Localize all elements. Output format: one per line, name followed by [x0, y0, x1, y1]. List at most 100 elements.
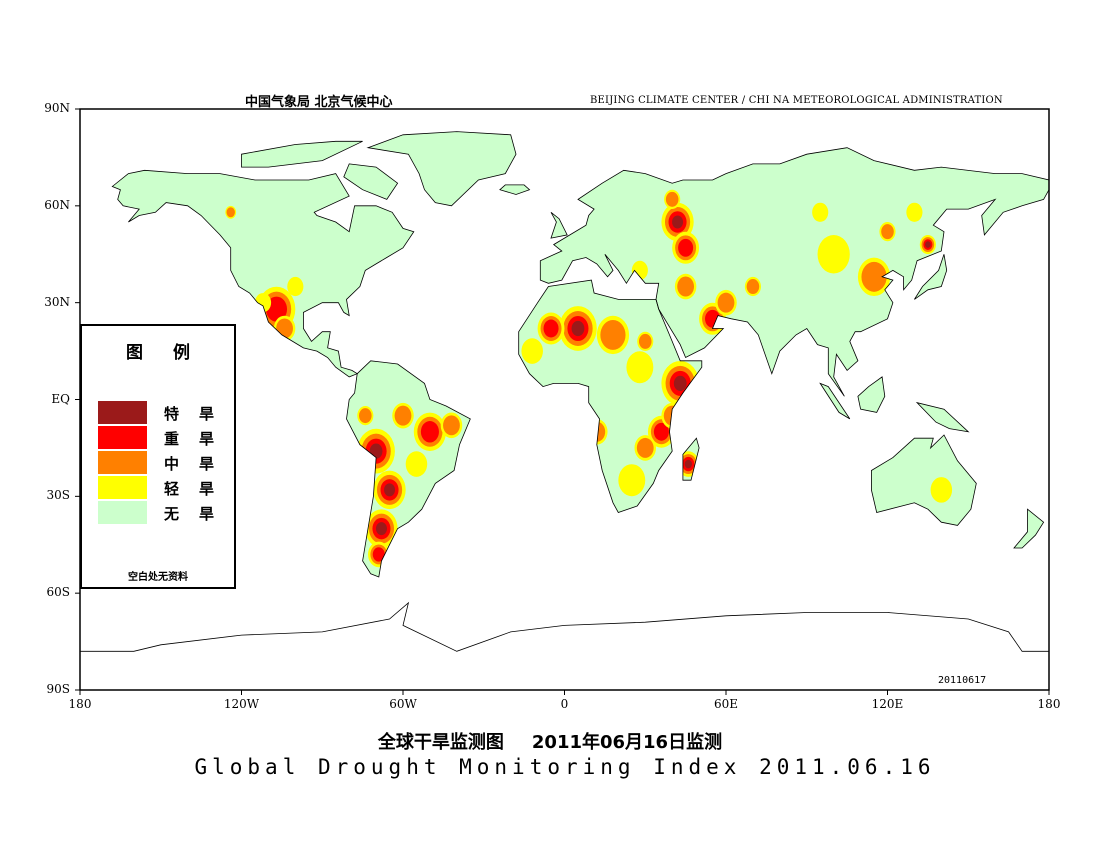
lon-label: 180: [68, 697, 92, 711]
lat-label: 30S: [46, 488, 71, 503]
baffin-island-coastline: [343, 163, 399, 200]
date-stamp: 20110617: [938, 675, 987, 686]
drought-level-1-area: [521, 338, 543, 364]
legend-swatch: [98, 501, 147, 524]
drought-level-1-area: [930, 477, 953, 503]
title-cn-main: 全球干旱监测图: [377, 732, 504, 753]
header-cn-agency: 中国气象局 北京气候中心: [245, 95, 393, 110]
drought-level-4-area: [673, 375, 687, 391]
legend-item: 特旱: [98, 401, 238, 424]
drought-level-2-area: [636, 437, 654, 458]
drought-level-2-area: [443, 415, 460, 436]
drought-level-2-area: [717, 292, 735, 313]
drought-level-4-area: [369, 443, 383, 459]
legend: 图例 特旱 重旱 中旱 轻旱 无旱 空白处无资料: [80, 324, 236, 589]
drought-level-1-area: [626, 351, 654, 384]
legend-item: 中旱: [98, 451, 238, 474]
drought-level-1-area: [812, 202, 829, 222]
north-america-land: [112, 170, 414, 377]
legend-label: 中旱: [164, 455, 235, 473]
new-guinea-coastline: [915, 401, 970, 433]
lon-label: 0: [560, 697, 569, 711]
japan-land: [914, 254, 947, 300]
drought-level-2-area: [226, 207, 235, 218]
arctic-islands-land: [241, 141, 363, 168]
africa-coastline: [518, 279, 703, 513]
drought-level-1-area: [906, 202, 923, 222]
baffin-island-land: [343, 163, 398, 200]
drought-level-3-area: [678, 238, 694, 257]
new-zealand-coastline: [1013, 508, 1045, 549]
lat-label: 90S: [46, 682, 71, 696]
lat-label: 90N: [44, 101, 70, 115]
drought-level-1-area: [892, 406, 910, 426]
drought-level-2-area: [746, 279, 760, 295]
australia-land: [871, 435, 977, 526]
great-britain-land: [551, 212, 568, 239]
australia-coastline: [871, 434, 977, 526]
iceland-land: [499, 184, 530, 195]
new-zealand-land: [1014, 509, 1044, 548]
title-cn: 全球干旱监测图 2011年06月16日监测: [0, 728, 1100, 754]
drought-level-2-area: [588, 421, 606, 442]
header-en-agency: BEIJING CLIMATE CENTER / CHI NA METEOROL…: [590, 95, 1003, 106]
drought-level-4-area: [672, 215, 684, 229]
legend-swatch: [98, 401, 147, 424]
north-america-coastline: [111, 169, 415, 378]
legend-label: 特旱: [164, 405, 235, 423]
lon-label: 60W: [389, 697, 417, 711]
drought-level-3-area: [705, 309, 721, 328]
legend-label: 重旱: [164, 430, 235, 448]
sumatra-coastline: [819, 382, 851, 420]
arctic-islands-coastline: [241, 140, 363, 168]
drought-level-3-area: [265, 296, 288, 322]
drought-level-4-area: [571, 320, 585, 337]
borneo-coastline: [857, 376, 886, 413]
lon-label: 120W: [223, 697, 260, 711]
greenland-land: [368, 131, 516, 206]
lon-label: 180: [1037, 697, 1061, 711]
drought-level-3-area: [653, 422, 669, 441]
drought-level-2-area: [600, 319, 626, 350]
new-guinea-land: [917, 402, 969, 432]
title-cn-date: 2011年06月16日监测: [531, 732, 723, 753]
drought-level-2-area: [394, 405, 412, 426]
lon-label: 120E: [871, 697, 904, 711]
drought-level-4-area: [375, 522, 387, 536]
great-britain-coastline: [550, 211, 568, 239]
antarctica-coastline: [79, 601, 1049, 671]
borneo-land: [857, 376, 885, 413]
legend-item: 重旱: [98, 426, 238, 449]
drought-level-1-area: [529, 222, 546, 242]
drought-level-1-area: [618, 464, 646, 497]
legend-item: 无旱: [98, 501, 238, 524]
drought-level-2-area: [665, 191, 679, 207]
legend-swatch: [98, 426, 147, 449]
drought-level-3-area: [543, 319, 559, 338]
lon-label: 60E: [713, 697, 739, 711]
drought-level-4-area: [925, 241, 931, 248]
japan-coastline: [914, 254, 948, 300]
drought-level-2-area: [881, 224, 894, 240]
legend-label: 无旱: [164, 505, 235, 523]
lat-label: 60S: [46, 585, 71, 600]
drought-level-3-area: [372, 547, 385, 562]
legend-swatch: [98, 476, 147, 499]
drought-level-1-area: [405, 451, 428, 477]
lat-label: 30N: [44, 294, 70, 309]
legend-swatch: [98, 451, 147, 474]
lat-label: 60N: [44, 197, 70, 212]
drought-level-2-area: [677, 276, 695, 297]
drought-level-1-area: [287, 276, 304, 297]
iceland-coastline: [499, 184, 531, 195]
legend-note: 空白处无资料: [128, 572, 188, 583]
eurasia-coastline: [539, 147, 1050, 397]
drought-level-1-area: [817, 235, 850, 274]
lat-label: EQ: [51, 391, 70, 406]
legend-title: 图例: [126, 343, 220, 363]
sumatra-land: [820, 383, 850, 419]
drought-level-4-area: [384, 483, 396, 497]
drought-level-2-area: [638, 333, 652, 349]
drought-level-2-area: [359, 408, 372, 424]
